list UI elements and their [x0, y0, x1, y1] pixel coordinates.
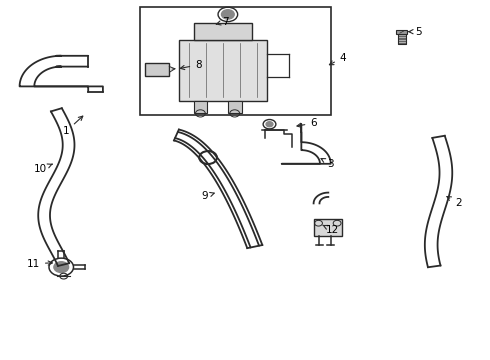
Circle shape	[221, 10, 234, 19]
Text: 7: 7	[216, 17, 229, 27]
Text: 2: 2	[447, 197, 462, 208]
Bar	[396, 30, 407, 34]
Text: 9: 9	[201, 191, 214, 201]
Bar	[398, 34, 406, 44]
Bar	[228, 101, 242, 113]
Bar	[194, 101, 207, 113]
Circle shape	[266, 122, 273, 127]
Bar	[314, 219, 342, 236]
Text: 8: 8	[180, 60, 202, 70]
Text: 10: 10	[34, 164, 52, 174]
Bar	[194, 23, 252, 40]
Text: 3: 3	[321, 158, 334, 169]
Bar	[145, 63, 169, 76]
Circle shape	[54, 262, 69, 273]
Text: 5: 5	[409, 27, 422, 37]
Text: 6: 6	[297, 118, 317, 128]
Text: 1: 1	[63, 116, 83, 136]
Text: 12: 12	[323, 225, 339, 235]
Bar	[140, 7, 331, 115]
Bar	[179, 40, 267, 101]
Text: 4: 4	[329, 53, 346, 65]
Text: 11: 11	[26, 258, 52, 269]
